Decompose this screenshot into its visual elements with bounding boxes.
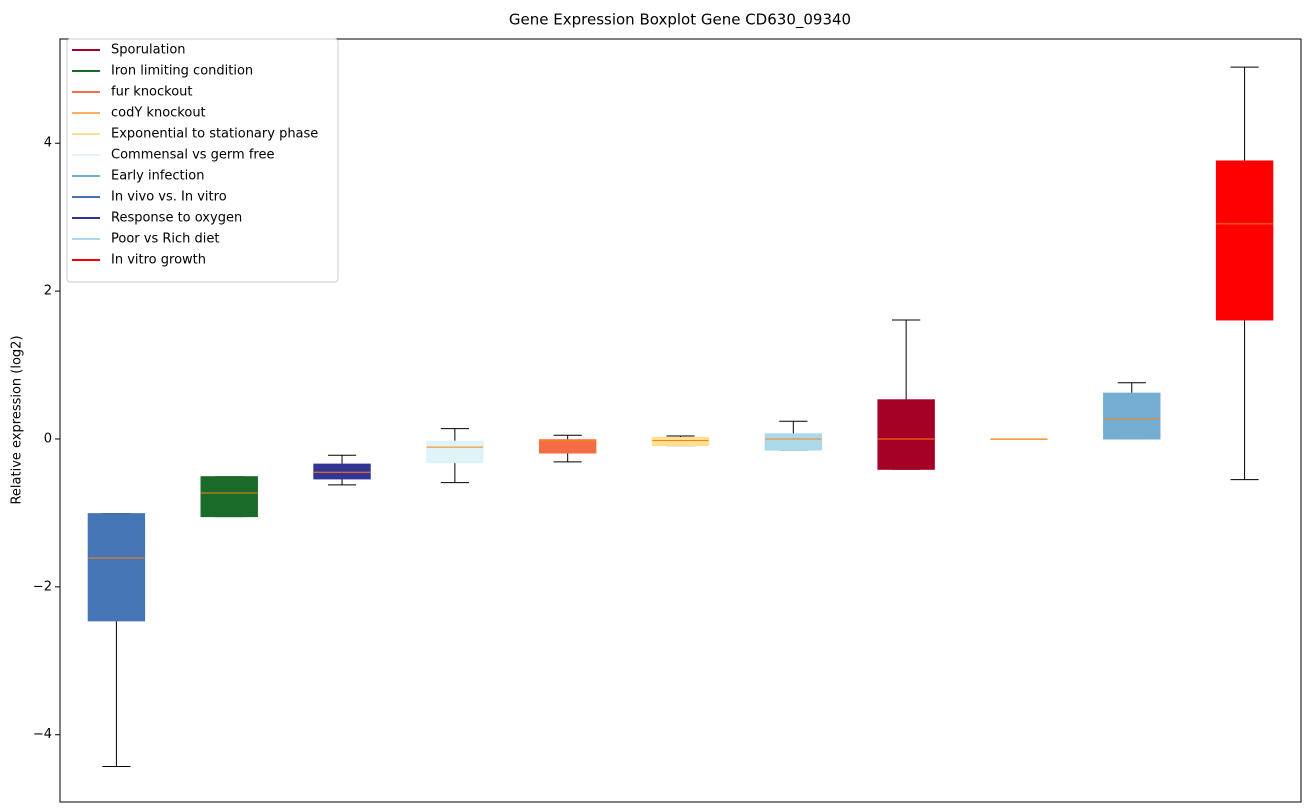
chart-title: Gene Expression Boxplot Gene CD630_09340 — [509, 11, 851, 30]
box — [651, 437, 710, 447]
box — [764, 433, 823, 451]
legend-label: Sporulation — [111, 43, 186, 58]
box — [877, 399, 935, 470]
legend-label: In vitro growth — [111, 253, 206, 268]
legend-label: Commensal vs germ free — [111, 148, 274, 163]
box — [1103, 392, 1161, 440]
legend-label: In vivo vs. In vitro — [111, 190, 227, 205]
y-tick-label: −2 — [33, 579, 52, 594]
box — [1215, 160, 1274, 321]
legend-label: Iron limiting condition — [111, 64, 253, 79]
box — [538, 439, 597, 454]
legend-label: Response to oxygen — [111, 211, 242, 226]
legend-label: Poor vs Rich diet — [111, 232, 219, 247]
legend-label: Early infection — [111, 169, 204, 184]
box — [426, 440, 484, 464]
legend-frame — [66, 38, 339, 283]
box — [87, 513, 146, 622]
legend-label: codY knockout — [111, 106, 206, 121]
legend-label: Exponential to stationary phase — [111, 127, 318, 142]
y-tick-label: 4 — [44, 136, 52, 151]
box — [313, 463, 371, 480]
legend-label: fur knockout — [111, 85, 193, 100]
y-axis-label: Relative expression (log2) — [10, 335, 25, 504]
box — [200, 476, 258, 518]
plot-frame — [59, 38, 1302, 803]
y-tick-label: 0 — [44, 431, 52, 446]
y-tick-label: −4 — [33, 727, 52, 742]
y-tick-label: 2 — [44, 284, 52, 299]
